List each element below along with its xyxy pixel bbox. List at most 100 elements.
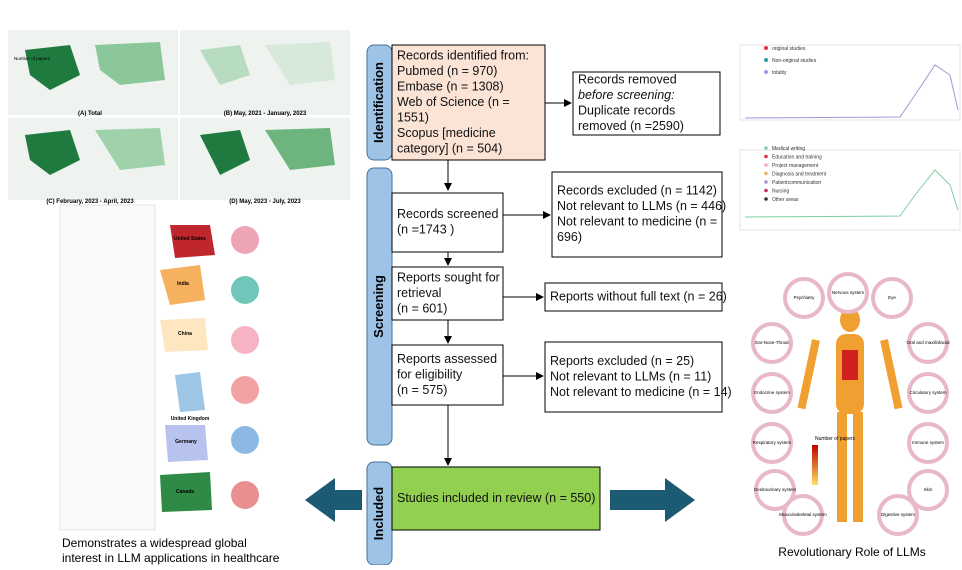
legend-dot	[764, 197, 768, 201]
box-text: Not relevant to LLMs (n = 11)	[550, 369, 711, 383]
legend-text: Other areas	[772, 197, 799, 203]
map-label: (A) Total	[78, 111, 102, 117]
box-text: for eligibility	[397, 367, 463, 381]
map-label: (D) May, 2023 - July, 2023	[229, 199, 301, 205]
organ-label: Endocrine system	[754, 390, 790, 395]
organ-ring	[907, 372, 949, 414]
flow-box	[544, 341, 723, 413]
box-text: Not relevant to LLMs (n = 446)	[557, 199, 726, 213]
body-legend-title: Number of papers	[815, 436, 856, 442]
flow-box	[551, 171, 723, 258]
box-text: Studies included in review (n = 550)	[397, 491, 595, 505]
organ-label: Eye	[888, 295, 896, 300]
organ-ring	[907, 322, 949, 364]
box-text: retrieval	[397, 286, 441, 300]
box-text: (n = 601)	[397, 301, 447, 315]
flow-box	[391, 192, 504, 253]
organ-ring	[877, 494, 919, 536]
organ-label: Immune system	[912, 440, 944, 445]
legend-text: Diagnosis and treatment	[772, 172, 827, 178]
legend-text: Patientcommunication	[772, 180, 821, 186]
legend-dot	[764, 180, 768, 184]
box-text: Reports without full text (n = 26)	[550, 289, 727, 303]
organ-label: Psychiatry	[794, 295, 816, 300]
big-arrows	[305, 478, 695, 522]
country-label: Canada	[176, 489, 194, 495]
organ-label: Genitourinary system	[754, 487, 797, 492]
organ-label: Oral and maxillofacial	[906, 340, 949, 345]
country-label: United States	[174, 236, 206, 242]
box-text: Reports excluded (n = 25)	[550, 354, 694, 368]
box-text: Not relevant to medicine (n = 14)	[550, 385, 732, 399]
flow-box	[391, 266, 504, 321]
organ-label: Ear-Nose-Throat	[755, 340, 789, 345]
organ-ring	[751, 372, 793, 414]
organ-ring	[871, 277, 913, 319]
stage-label: Included	[371, 487, 386, 541]
organ-label: Circulatory system	[909, 390, 946, 395]
box-text: Not relevant to medicine (n =	[557, 215, 717, 229]
map-label: (B) May, 2021 - January, 2023	[224, 111, 307, 117]
organ-label: Nervous system	[832, 290, 865, 295]
box-text: (n =1743 )	[397, 223, 454, 237]
organ-label: Digestive system	[881, 512, 915, 517]
box-text: 696)	[557, 230, 582, 244]
legend-text: totality	[772, 70, 787, 76]
stage-label: Screening	[371, 275, 386, 338]
legend-text: Medical writing	[772, 146, 805, 152]
flow-box	[391, 466, 601, 531]
organ-label: Respiratory system	[753, 440, 792, 445]
box-text: (n = 575)	[397, 383, 447, 397]
caption: interest in LLM applications in healthca…	[62, 551, 280, 565]
map-label: (C) February, 2023 - April, 2023	[46, 199, 134, 205]
legend-text: original studies	[772, 46, 806, 52]
box-text: Web of Science (n =	[397, 95, 510, 109]
box-text: category] (n = 504)	[397, 141, 502, 155]
legend-dot	[764, 146, 768, 150]
caption: Revolutionary Role of LLMs	[778, 545, 925, 559]
flow-box	[391, 44, 546, 161]
box-text: Reports sought for	[397, 270, 500, 284]
box-text: Records removed	[578, 73, 677, 87]
organ-ring	[783, 277, 825, 319]
flow-box	[544, 282, 723, 312]
organ-label: Musculoskeletal system	[779, 512, 827, 517]
organ-ring	[907, 469, 949, 511]
box-text: removed (n =2590)	[578, 119, 684, 133]
country-label: China	[178, 331, 192, 337]
legend-dot	[764, 171, 768, 176]
legend-dot	[764, 154, 768, 159]
country-label: India	[177, 281, 189, 287]
legend-text: Nursing	[772, 189, 789, 195]
organ-ring	[827, 272, 869, 314]
country-label: Germany	[175, 439, 197, 445]
box-text: Records identified from:	[397, 48, 529, 62]
box-text: 1551)	[397, 110, 429, 124]
box-text: Pubmed (n = 970)	[397, 64, 497, 78]
organ-ring	[782, 494, 824, 536]
legend-text: Project management	[772, 163, 819, 169]
legend-text: Non-original studies	[772, 58, 817, 64]
organ-ring	[907, 422, 949, 464]
box-text: Records excluded (n = 1142)	[557, 184, 717, 198]
organ-ring	[754, 469, 796, 511]
organ-ring	[751, 422, 793, 464]
legend-dot	[764, 58, 768, 62]
organ-ring	[751, 322, 793, 364]
connectors	[444, 99, 572, 466]
flow-box	[391, 344, 504, 406]
legend-dot	[764, 188, 768, 193]
box-text: Reports assessed	[397, 352, 497, 366]
decor	[8, 30, 961, 531]
legend-dot	[764, 70, 768, 74]
legend-text: Education and training	[772, 155, 822, 161]
stage-label: Identification	[371, 62, 386, 143]
box-text: Embase (n = 1308)	[397, 79, 504, 93]
organ-label: Skin	[924, 487, 933, 492]
map-legend-title: Number of papers	[14, 56, 51, 61]
legend-dot	[764, 163, 768, 167]
box-text: before screening:	[578, 88, 675, 102]
flow-box	[572, 71, 721, 136]
country-label: United Kingdom	[171, 416, 210, 422]
